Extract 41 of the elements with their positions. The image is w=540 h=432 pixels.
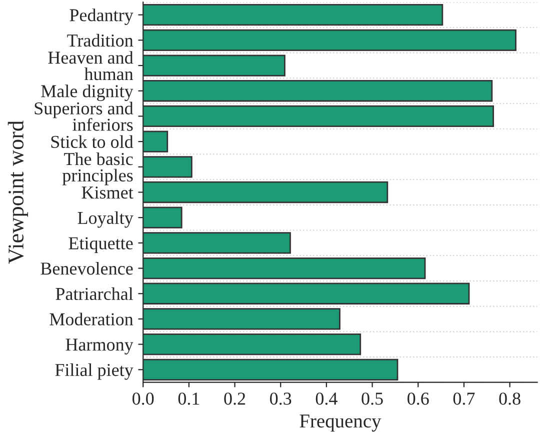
x-tick-label: 0.6 [408, 392, 429, 405]
x-tick-label: 0.5 [362, 392, 383, 405]
y-tick-label: Pedantry [70, 8, 134, 25]
bar [143, 333, 362, 356]
y-tick-label: Harmony [66, 338, 134, 354]
x-tick-label: 0.1 [178, 392, 200, 405]
bar [143, 282, 470, 304]
bar [143, 257, 426, 280]
bar [143, 29, 516, 52]
x-tick-label: 0.7 [453, 392, 475, 405]
y-tick-label: Heaven and human [48, 51, 134, 80]
bar [143, 4, 444, 26]
y-tick-label: The basic principles [62, 152, 133, 186]
y-tick-label: Superiors and inferiors [34, 102, 134, 131]
x-tick-label: 0.2 [224, 392, 246, 405]
x-tick-label: 0.4 [316, 392, 338, 405]
bar [143, 206, 182, 228]
y-tick-label: Patriarchal [56, 287, 134, 300]
y-tick-label: Benevolence [40, 262, 133, 275]
bar [143, 54, 286, 76]
bar [143, 105, 494, 128]
bar [143, 156, 192, 178]
y-tick-label: Kismet [82, 186, 134, 199]
bar [143, 308, 340, 330]
x-tick-label: 0.3 [270, 392, 292, 405]
y-tick-label: Filial piety [55, 363, 134, 380]
y-tick-label: Etiquette [68, 237, 133, 254]
bar [143, 358, 398, 380]
y-tick-label: Moderation [50, 312, 134, 326]
bar [143, 232, 291, 254]
y-tick-label: Male dignity [41, 84, 134, 102]
bar [143, 130, 168, 152]
y-tick-label: Tradition [67, 34, 134, 47]
y-tick-label: Stick to old [51, 135, 134, 148]
y-axis-title: Viewpoint word [8, 120, 28, 264]
bar [143, 181, 388, 204]
text: 0.0 [132, 392, 154, 405]
y-tick-label: Loyalty [78, 211, 134, 228]
x-tick-label: 0.8 [499, 392, 520, 405]
x-axis-title: Frequency [300, 414, 382, 432]
bar [143, 80, 493, 102]
